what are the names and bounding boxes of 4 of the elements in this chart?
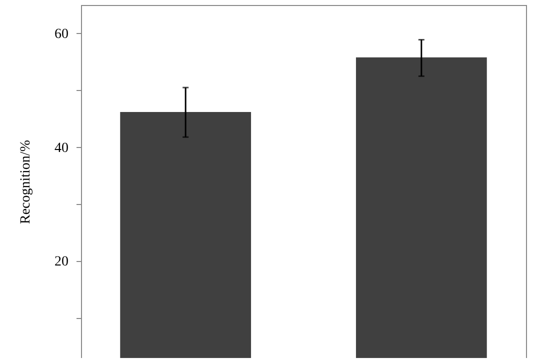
y-tick-label: 40: [54, 140, 68, 156]
y-tick-label: 20: [54, 254, 68, 270]
y-axis-title: Recognition/%: [18, 140, 34, 224]
y-tick-label: 60: [54, 26, 68, 42]
